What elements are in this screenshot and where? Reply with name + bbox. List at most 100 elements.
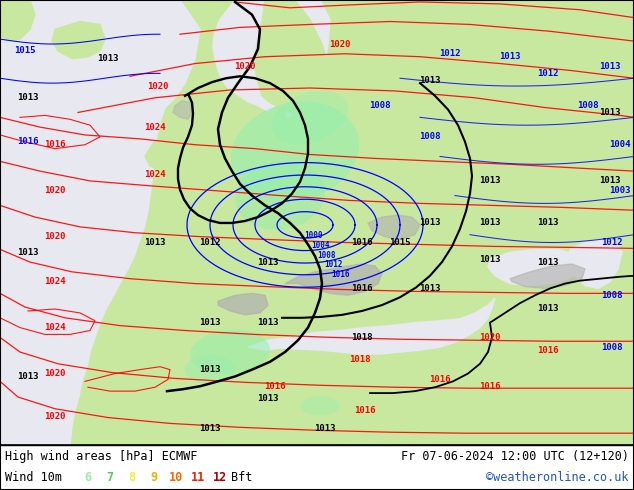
Polygon shape <box>0 0 634 445</box>
Text: 1012: 1012 <box>199 238 221 247</box>
Text: 1013: 1013 <box>479 176 501 185</box>
Polygon shape <box>368 215 420 240</box>
Text: 1013: 1013 <box>257 318 279 327</box>
Text: 1013: 1013 <box>419 284 441 293</box>
Text: 7: 7 <box>107 471 113 485</box>
Text: 1013: 1013 <box>479 219 501 227</box>
Text: 1012: 1012 <box>439 49 461 58</box>
Text: 1013: 1013 <box>257 394 279 403</box>
Text: 1003: 1003 <box>609 186 631 195</box>
Text: 1004: 1004 <box>609 140 631 149</box>
Text: 1013: 1013 <box>599 176 621 185</box>
Text: 1013: 1013 <box>145 238 165 247</box>
Text: 1013: 1013 <box>199 424 221 433</box>
Text: 1013: 1013 <box>97 54 119 63</box>
Text: 1024: 1024 <box>44 323 66 332</box>
Text: 1024: 1024 <box>44 277 66 286</box>
Text: 1013: 1013 <box>419 219 441 227</box>
Text: 1020: 1020 <box>44 186 66 195</box>
Polygon shape <box>218 294 268 315</box>
Text: 1016: 1016 <box>331 270 349 279</box>
Text: High wind areas [hPa] ECMWF: High wind areas [hPa] ECMWF <box>5 450 197 464</box>
Text: 1024: 1024 <box>145 170 165 178</box>
Polygon shape <box>255 0 328 115</box>
Polygon shape <box>568 240 622 289</box>
Text: 1016: 1016 <box>264 382 286 391</box>
Ellipse shape <box>185 355 235 384</box>
Text: Fr 07-06-2024 12:00 UTC (12+120): Fr 07-06-2024 12:00 UTC (12+120) <box>401 450 629 464</box>
Text: 1016: 1016 <box>354 406 376 415</box>
Text: 1013: 1013 <box>499 52 521 61</box>
Polygon shape <box>0 0 200 445</box>
Text: 1013: 1013 <box>599 108 621 117</box>
Text: 1012: 1012 <box>601 238 623 247</box>
Ellipse shape <box>271 91 349 144</box>
Text: 1020: 1020 <box>329 40 351 49</box>
Text: 1020: 1020 <box>234 62 256 71</box>
Polygon shape <box>158 108 210 161</box>
Text: 6: 6 <box>84 471 91 485</box>
Text: 1013: 1013 <box>199 365 221 374</box>
Text: 1013: 1013 <box>199 318 221 327</box>
Text: 1008: 1008 <box>318 251 336 260</box>
Text: 1020: 1020 <box>44 412 66 421</box>
Text: 1013: 1013 <box>17 372 39 381</box>
Text: 1008: 1008 <box>419 132 441 142</box>
Ellipse shape <box>235 161 325 230</box>
Polygon shape <box>0 0 35 41</box>
Text: 1013: 1013 <box>314 424 336 433</box>
Text: 12: 12 <box>213 471 227 485</box>
Text: 1015: 1015 <box>14 47 36 55</box>
Text: 1000: 1000 <box>304 231 323 240</box>
Text: 1008: 1008 <box>601 343 623 352</box>
Text: 1013: 1013 <box>537 303 559 313</box>
Text: Wind 10m: Wind 10m <box>5 471 62 485</box>
Text: 11: 11 <box>191 471 205 485</box>
Polygon shape <box>510 264 585 289</box>
Polygon shape <box>268 106 285 129</box>
Text: 1013: 1013 <box>257 258 279 267</box>
Text: 1008: 1008 <box>601 291 623 300</box>
Text: 1020: 1020 <box>44 232 66 241</box>
Text: 1013: 1013 <box>17 248 39 257</box>
Text: 1024: 1024 <box>145 122 165 132</box>
Ellipse shape <box>231 101 359 201</box>
Text: 1018: 1018 <box>351 333 373 342</box>
Text: 1013: 1013 <box>419 75 441 85</box>
Text: 1013: 1013 <box>537 219 559 227</box>
Text: 8: 8 <box>129 471 136 485</box>
Polygon shape <box>145 137 175 171</box>
Text: 9: 9 <box>150 471 158 485</box>
Text: 1018: 1018 <box>349 355 371 365</box>
Text: 1016: 1016 <box>429 375 451 384</box>
Text: 1016: 1016 <box>351 238 373 247</box>
Polygon shape <box>173 101 192 119</box>
Text: 1012: 1012 <box>324 260 343 270</box>
Text: ©weatheronline.co.uk: ©weatheronline.co.uk <box>486 471 629 485</box>
Text: 1016: 1016 <box>17 137 39 147</box>
Text: 1008: 1008 <box>577 101 598 110</box>
Polygon shape <box>52 22 105 59</box>
Text: 1015: 1015 <box>389 238 411 247</box>
Polygon shape <box>213 0 330 122</box>
Ellipse shape <box>190 330 270 374</box>
Polygon shape <box>285 264 382 295</box>
Text: 1016: 1016 <box>537 345 559 355</box>
Text: 1013: 1013 <box>17 93 39 102</box>
Text: Bft: Bft <box>231 471 253 485</box>
Text: 1008: 1008 <box>369 101 391 110</box>
Text: 1020: 1020 <box>44 369 66 378</box>
Text: 1013: 1013 <box>599 62 621 71</box>
Text: 1016: 1016 <box>351 284 373 293</box>
Polygon shape <box>248 298 495 354</box>
Text: 1016: 1016 <box>44 140 66 149</box>
Text: 1013: 1013 <box>479 255 501 264</box>
Text: 10: 10 <box>169 471 183 485</box>
Text: 1020: 1020 <box>479 333 501 342</box>
Text: 1013: 1013 <box>537 258 559 267</box>
Text: 1004: 1004 <box>311 241 329 250</box>
Polygon shape <box>488 249 585 286</box>
Text: 1020: 1020 <box>147 81 169 91</box>
Ellipse shape <box>300 396 340 416</box>
Text: 1012: 1012 <box>537 69 559 78</box>
